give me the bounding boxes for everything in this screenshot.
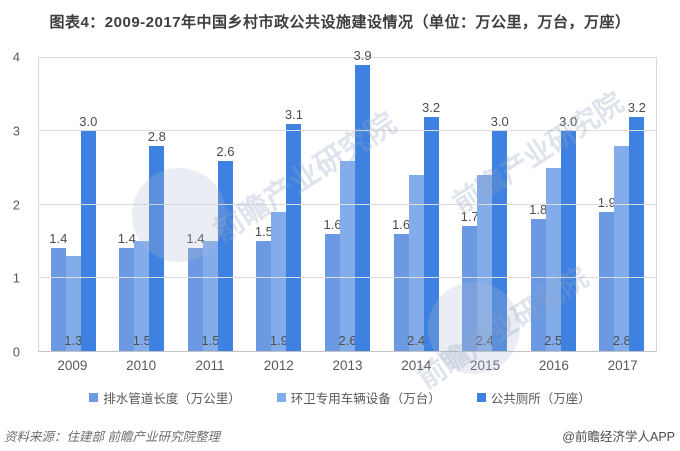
value-label: 1.5 (201, 333, 220, 348)
bar-group-2017: 1.9 2.8 3.2 (588, 58, 657, 351)
value-label: 3.0 (79, 114, 98, 130)
value-label: 3.9 (353, 48, 372, 64)
bar-group-2016: 1.8 2.5 3.0 (519, 58, 588, 351)
value-label: 3.2 (422, 99, 441, 115)
y-axis-labels: 0 1 2 3 4 (0, 50, 32, 360)
x-axis-label-2015: 2015 (470, 358, 501, 373)
bar-series2-2012: 1.9 (269, 211, 289, 351)
legend-swatch-icon (276, 393, 286, 402)
x-axis-labels: 2009 2010 2011 2012 2013 2014 2015 2016 2017 (38, 358, 657, 373)
gridline (39, 276, 656, 278)
value-label: 1.5 (132, 333, 151, 348)
value-label: 1.6 (323, 216, 342, 232)
value-label: 3.0 (559, 114, 578, 130)
source-note: 资料来源：住建部 前瞻产业研究院整理 (4, 430, 220, 444)
x-axis-label-2014: 2014 (401, 358, 432, 373)
bar-group-2013: 1.6 2.6 3.9 (313, 48, 382, 351)
bar-series2-2016: 2.5 (544, 167, 563, 351)
bar-series3-2016: 3.0 (559, 114, 577, 351)
value-label: 1.4 (117, 231, 136, 247)
value-label: 2.4 (475, 333, 494, 348)
x-axis-label-2010: 2010 (126, 358, 157, 373)
x-axis-label-2009: 2009 (57, 358, 88, 373)
bar-group-2010: 1.4 1.5 2.8 (108, 58, 177, 351)
y-tick-label: 1 (12, 270, 20, 286)
bar-series2-2017: 2.8 (612, 145, 631, 351)
bar-series3-2014: 3.2 (422, 100, 440, 351)
credit-note: @前瞻经济学人APP (562, 430, 675, 444)
bar-series1-2014: 1.6 (392, 217, 410, 351)
value-label: 1.8 (529, 202, 548, 218)
bar-series3-2009: 3.0 (79, 114, 97, 351)
bar-series1-2017: 1.9 (598, 195, 616, 351)
bar-groups: 1.4 1.3 3.0 1.4 1.5 2.8 1.4 1.5 2.6 1.5 1.9 3.1 1.6 2… (39, 48, 657, 351)
bar-series1-2016: 1.8 (529, 202, 547, 351)
x-axis-label-2017: 2017 (607, 358, 638, 373)
legend-item: 排水管道长度（万公里） (89, 388, 241, 407)
bar-series1-2012: 1.5 (255, 224, 273, 351)
x-axis-label-2011: 2011 (195, 358, 225, 373)
legend-label: 环卫专用车辆设备（万台） (290, 392, 441, 406)
legend-item: 环卫专用车辆设备（万台） (276, 388, 441, 407)
bar-series2-2015: 2.4 (475, 175, 494, 351)
plot-area: 1.4 1.3 3.0 1.4 1.5 2.8 1.4 1.5 2.6 1.5 1.9 3.1 1.6 2… (38, 48, 657, 352)
bar-series1-2009: 1.4 (49, 231, 67, 351)
legend: 排水管道长度（万公里） 环卫专用车辆设备（万台） 公共厕所（万座） (0, 388, 680, 407)
value-label: 1.5 (254, 224, 274, 240)
bar-series2-2011: 1.5 (201, 241, 220, 351)
bar-series2-2009: 1.3 (64, 255, 83, 351)
value-label: 1.4 (186, 231, 205, 247)
value-label: 1.4 (49, 231, 68, 247)
value-label: 3.1 (284, 106, 304, 122)
x-axis-label-2016: 2016 (538, 358, 569, 373)
value-label: 1.6 (392, 216, 411, 232)
value-label: 1.3 (64, 333, 83, 348)
y-tick-label: 2 (12, 197, 20, 212)
gridline (39, 203, 656, 205)
bar-series1-2010: 1.4 (118, 231, 136, 351)
value-label: 2.4 (407, 333, 426, 348)
value-label: 2.6 (338, 333, 357, 348)
bar-series3-2015: 3.0 (491, 114, 509, 351)
legend-swatch-icon (89, 393, 99, 402)
value-label: 1.9 (597, 194, 616, 210)
value-label: 2.8 (147, 128, 166, 144)
bar-series1-2011: 1.4 (186, 231, 204, 351)
legend-item: 公共厕所（万座） (476, 388, 591, 407)
y-tick-label: 4 (12, 49, 20, 65)
bar-series3-2011: 2.6 (216, 144, 234, 351)
value-label: 1.7 (460, 209, 479, 225)
x-axis-label-2013: 2013 (332, 358, 363, 373)
value-label: 2.8 (612, 333, 631, 348)
bar-group-2014: 1.6 2.4 3.2 (382, 58, 451, 351)
value-label: 3.2 (627, 99, 646, 115)
bar-series3-2013: 3.9 (353, 48, 372, 351)
y-tick-label: 3 (12, 123, 20, 139)
bar-group-2015: 1.7 2.4 3.0 (450, 58, 519, 351)
bar-series3-2010: 2.8 (148, 129, 166, 351)
bar-series1-2015: 1.7 (461, 209, 479, 351)
gridline (39, 130, 656, 132)
bar-group-2012: 1.5 1.9 3.1 (245, 58, 314, 351)
bar-series3-2017: 3.2 (628, 100, 646, 351)
bar-group-2009: 1.4 1.3 3.0 (39, 58, 108, 351)
bar-series3-2012: 3.1 (285, 107, 303, 351)
bar-series2-2013: 2.6 (338, 160, 357, 351)
legend-label: 公共厕所（万座） (490, 392, 591, 406)
value-label: 3.0 (490, 114, 509, 130)
value-label: 2.6 (216, 143, 235, 159)
bar-series2-2014: 2.4 (407, 175, 426, 351)
legend-swatch-icon (476, 393, 486, 402)
bar-series2-2010: 1.5 (132, 241, 151, 351)
legend-label: 排水管道长度（万公里） (103, 392, 241, 406)
chart-title: 图表4：2009-2017年中国乡村市政公共设施建设情况（单位：万公里，万台，万… (49, 14, 631, 31)
bar-series1-2013: 1.6 (323, 217, 342, 351)
y-tick-label: 0 (12, 344, 20, 360)
value-label: 2.5 (544, 333, 563, 348)
x-axis-label-2012: 2012 (263, 358, 294, 373)
bar-group-2011: 1.4 1.5 2.6 (176, 58, 245, 351)
value-label: 1.9 (269, 333, 289, 348)
